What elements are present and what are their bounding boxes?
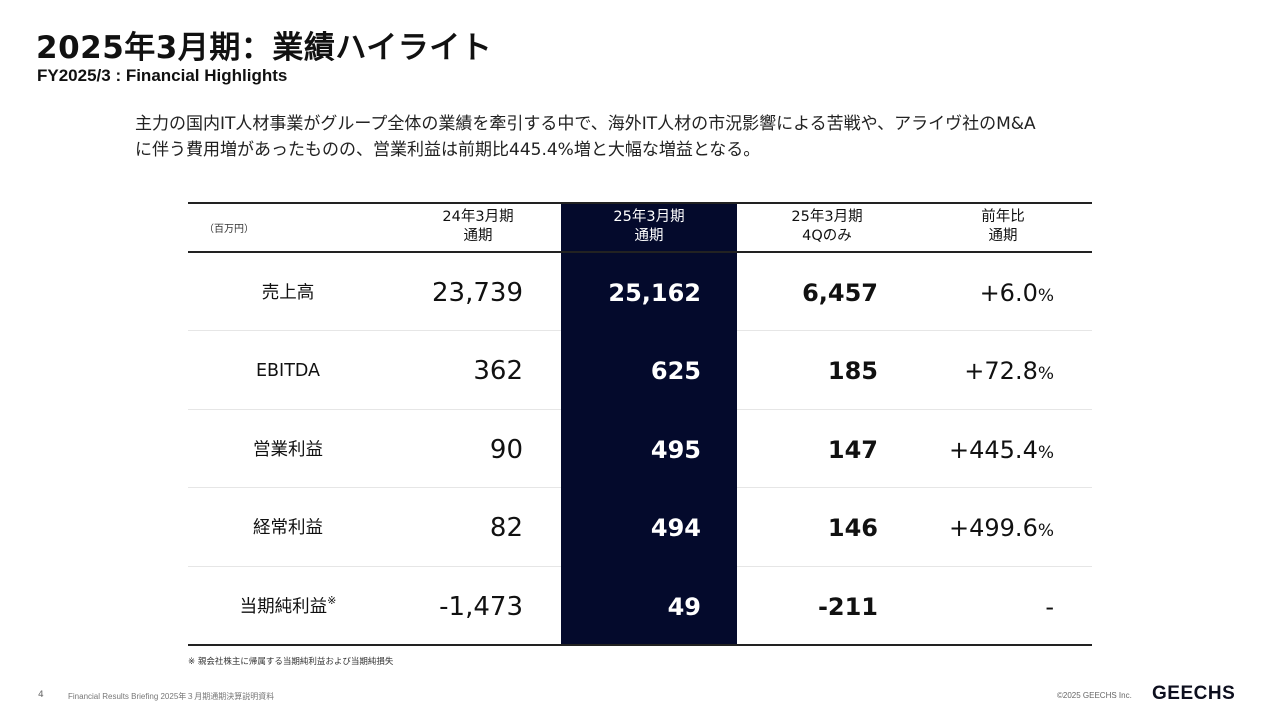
column-header-fy24: 24年3月期 通期 [423, 208, 533, 246]
value-q4: 6,457 [802, 279, 878, 307]
company-logo: GEECHS [1152, 683, 1236, 704]
value-fy24: -1,473 [439, 592, 523, 622]
row-label: 経常利益 [253, 518, 323, 538]
table-header-rule [188, 251, 1092, 253]
column-header-line: 4Qのみ [802, 228, 852, 244]
column-header-line: 通期 [463, 228, 493, 244]
column-header-yoy: 前年比 通期 [948, 208, 1058, 246]
unit-label: （百万円） [204, 224, 254, 235]
value-yoy: +72.8% [964, 357, 1054, 385]
row-label: EBITDA [255, 361, 321, 381]
row-divider [188, 409, 1092, 410]
page-subtitle: FY2025/3 : Financial Highlights [37, 66, 288, 85]
value-fy25: 495 [650, 436, 701, 464]
value-fy25: 625 [650, 357, 701, 385]
document-name: Financial Results Briefing 2025年３月期通期決算説… [68, 692, 275, 701]
row-divider [188, 566, 1092, 567]
table-bottom-rule [188, 644, 1092, 646]
value-fy25: 494 [650, 514, 701, 542]
value-fy24: 82 [489, 513, 523, 543]
row-divider [188, 487, 1092, 488]
summary-text: 主力の国内IT人材事業がグループ全体の業績を牽引する中で、海外IT人材の市況影響… [135, 111, 1145, 163]
financial-highlights-table: （百万円） 24年3月期 通期 25年3月期 通期 25年3月期 4Qのみ 前年… [188, 202, 1092, 646]
value-q4: 147 [827, 436, 878, 464]
column-header-line: 前年比 [981, 209, 1025, 225]
column-header-line: 通期 [988, 228, 1018, 244]
row-label: 売上高 [261, 283, 315, 303]
value-q4: -211 [817, 593, 878, 621]
copyright: ©2025 GEECHS Inc. [1057, 691, 1132, 700]
value-fy24: 23,739 [432, 278, 523, 308]
table-row-ebitda: EBITDA 362 625 185 +72.8% [188, 332, 1092, 410]
value-fy24: 362 [473, 356, 523, 386]
footnote-mark: ※ [327, 594, 337, 607]
summary-line: に伴う費用増があったものの、営業利益は前期比445.4%増と大幅な増益となる。 [135, 140, 761, 160]
row-divider [188, 330, 1092, 331]
summary-line: 主力の国内IT人材事業がグループ全体の業績を牽引する中で、海外IT人材の市況影響… [135, 114, 1036, 134]
page-number: 4 [38, 690, 44, 700]
value-yoy: - [1045, 593, 1054, 621]
value-yoy: +445.4% [949, 436, 1054, 464]
column-header-line: 25年3月期 [613, 209, 685, 225]
column-header-line: 通期 [634, 228, 664, 244]
row-label: 営業利益 [253, 440, 323, 460]
table-row-revenue: 売上高 23,739 25,162 6,457 +6.0% [188, 254, 1092, 332]
value-fy24: 90 [489, 435, 523, 465]
footnote: ※ 親会社株主に帰属する当期純利益および当期純損失 [188, 657, 394, 667]
value-yoy: +499.6% [949, 514, 1054, 542]
value-q4: 146 [827, 514, 878, 542]
value-yoy: +6.0% [979, 279, 1054, 307]
column-header-fy25: 25年3月期 通期 [594, 208, 704, 246]
table-row-ordinary-income: 経常利益 82 494 146 +499.6% [188, 489, 1092, 567]
value-q4: 185 [827, 357, 878, 385]
table-row-net-income: 当期純利益※ -1,473 49 -211 - [188, 568, 1092, 646]
row-label: 当期純利益※ [239, 594, 337, 617]
value-fy25: 49 [667, 593, 701, 621]
column-header-q4: 25年3月期 4Qのみ [772, 208, 882, 246]
highlight-column-fy25 [561, 202, 737, 645]
column-header-line: 25年3月期 [791, 209, 863, 225]
value-fy25: 25,162 [608, 279, 701, 307]
column-header-line: 24年3月期 [442, 209, 514, 225]
table-row-operating-income: 営業利益 90 495 147 +445.4% [188, 411, 1092, 489]
page-title: 2025年3月期：業績ハイライト [36, 30, 493, 66]
table-top-rule [188, 202, 1092, 204]
